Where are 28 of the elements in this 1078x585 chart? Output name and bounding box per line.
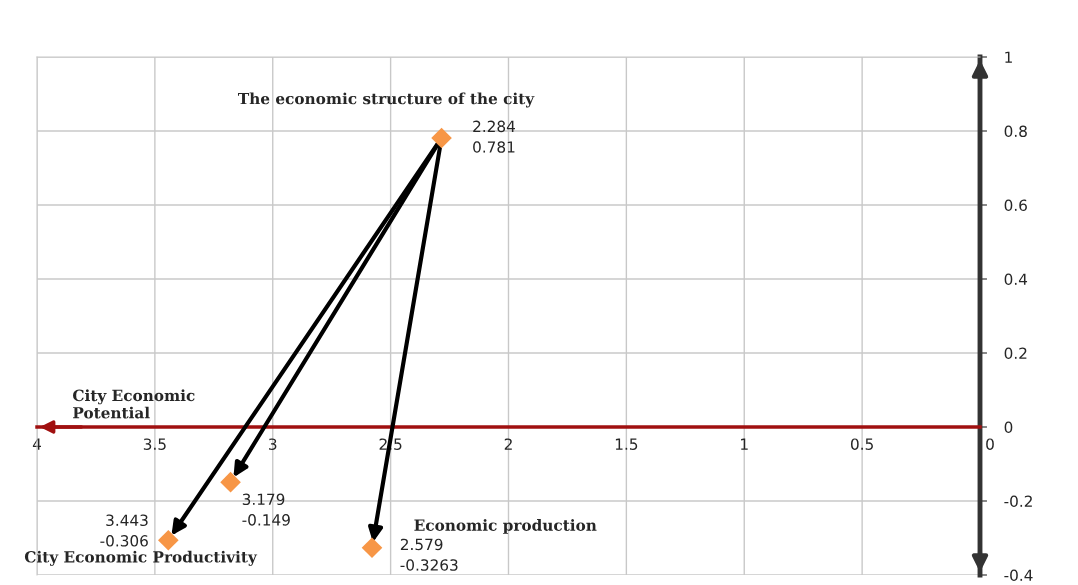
y-tick-label: 0.4	[1004, 273, 1028, 286]
x-tick-label: 0.5	[850, 438, 873, 450]
y-tick-label: 0.2	[1004, 347, 1027, 360]
x-tick-label: 4	[32, 438, 41, 450]
y-tick-label: -0.4	[1004, 569, 1033, 582]
data-label: 2.579 -0.3263	[400, 538, 458, 571]
y-tick-label: 0	[1004, 421, 1013, 434]
point	[158, 529, 179, 551]
data-label: 3.179 -0.149	[242, 493, 290, 526]
annotation: The economic structure of the city	[238, 92, 535, 108]
annotation: Economic production	[414, 519, 597, 534]
y-tick-label: 1	[1005, 51, 1012, 63]
x-tick-label: 1	[741, 438, 748, 450]
x-axis-title: City Economic Potential	[73, 389, 195, 419]
point	[220, 471, 241, 493]
x-tick-label: 0	[986, 438, 994, 450]
data-label: 2.284 0.781	[473, 120, 515, 153]
point	[361, 537, 383, 559]
x-tick-label: 3.5	[143, 438, 166, 450]
y-tick-label: 0.8	[1004, 125, 1027, 138]
x-tick-label: 1.5	[615, 438, 638, 450]
annotation: City Economic Productivity	[24, 550, 258, 566]
data-label: 3.443 -0.306	[100, 514, 148, 547]
point	[431, 127, 452, 149]
x-tick-label: 3	[269, 438, 277, 450]
x-tick-label: 2	[504, 438, 512, 450]
y-tick-label: 0.6	[1004, 199, 1027, 212]
y-tick-label: -0.2	[1004, 495, 1032, 508]
